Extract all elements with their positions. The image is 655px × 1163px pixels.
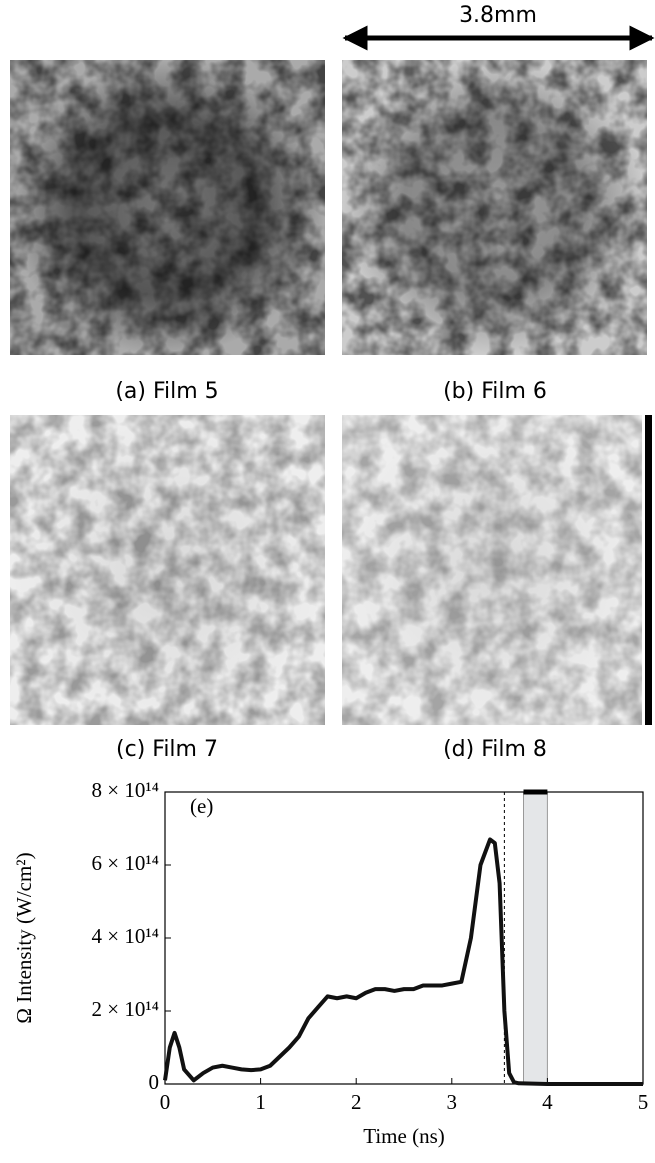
x-axis-label: Time (ns)	[363, 1124, 445, 1148]
caption: (d) Film 8	[443, 737, 547, 762]
x-tick-label: 5	[638, 1090, 649, 1114]
shaded-span	[524, 792, 548, 1084]
x-tick-label: 4	[542, 1090, 553, 1114]
y-tick-label: 0	[149, 1070, 160, 1094]
y-axis-label: Ω Intensity (W/cm²)	[12, 852, 36, 1023]
caption: (c) Film 7	[116, 737, 218, 762]
y-tick-label: 6 × 10¹⁴	[92, 851, 159, 875]
y-tick-label: 4 × 10¹⁴	[92, 924, 159, 948]
x-tick-label: 3	[447, 1090, 458, 1114]
panel-a	[10, 60, 325, 355]
y-tick-label: 2 × 10¹⁴	[92, 997, 159, 1021]
x-tick-label: 1	[255, 1090, 266, 1114]
caption: (a) Film 5	[115, 379, 218, 404]
page: 3.8mm (a) Film 5 (b) Film 6 (c) Film 7 (…	[0, 0, 655, 1163]
figure: 3.8mm (a) Film 5 (b) Film 6 (c) Film 7 (…	[0, 0, 655, 1163]
x-tick-label: 0	[160, 1090, 171, 1114]
annotation: (e)	[190, 794, 213, 818]
plot-frame	[165, 792, 643, 1084]
caption: (b) Film 6	[443, 379, 547, 404]
x-tick-label: 2	[351, 1090, 362, 1114]
data-line	[165, 839, 643, 1084]
y-tick-label: 8 × 10¹⁴	[92, 778, 159, 802]
panel-c	[10, 415, 325, 725]
panel-d	[342, 415, 652, 725]
panel-b	[342, 60, 647, 355]
scale-label: 3.8mm	[459, 3, 537, 28]
